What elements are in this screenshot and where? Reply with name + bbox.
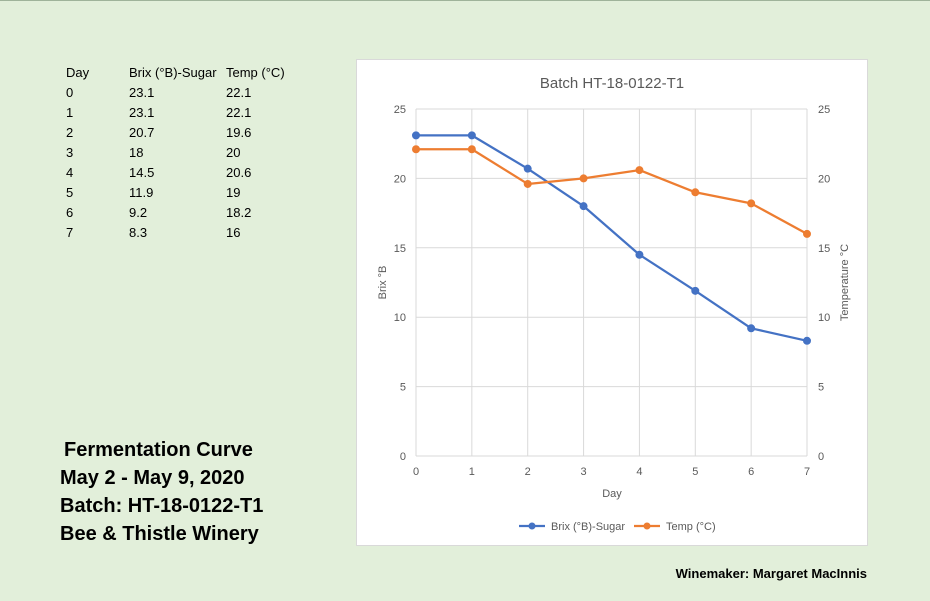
legend-swatch-marker	[643, 522, 651, 530]
cell-day: 6	[66, 204, 74, 220]
table-row: 0 23.1 22.1	[60, 82, 306, 102]
cell-temp: 19.6	[226, 124, 252, 140]
y-tick-label: 25	[394, 104, 406, 116]
series-line-0	[414, 134, 809, 342]
cell-temp: 22.1	[226, 104, 252, 120]
data-point	[412, 145, 420, 154]
winemaker-credit: Winemaker: Margaret MacInnis	[675, 566, 867, 581]
header-brix: Brix (°B)-Sugar	[129, 64, 217, 80]
info-title: Fermentation Curve	[64, 439, 253, 461]
x-tick-label: 6	[748, 466, 754, 478]
series-line-1	[414, 148, 809, 236]
data-point	[691, 286, 700, 295]
data-point	[747, 199, 756, 208]
legend-swatch-marker	[528, 522, 536, 530]
cell-brix: 9.2	[129, 204, 148, 220]
data-point	[803, 229, 811, 238]
x-tick-label: 1	[469, 466, 475, 478]
y2-tick-label: 15	[818, 243, 830, 255]
data-point	[412, 131, 420, 140]
y2-tick-label: 5	[818, 382, 824, 394]
info-dates: May 2 - May 9, 2020	[60, 467, 245, 489]
data-point	[635, 250, 644, 259]
y2-axis-label: Temperature °C	[839, 244, 851, 321]
table-row: 6 9.2 18.2	[60, 202, 306, 222]
cell-brix: 14.5	[129, 164, 155, 180]
x-tick-label: 5	[692, 466, 698, 478]
table-header-row: Day Brix (°B)-Sugar Temp (°C)	[60, 62, 306, 82]
y2-tick-label: 20	[818, 173, 830, 185]
x-tick-label: 0	[413, 466, 419, 478]
chart-title: Batch HT-18-0122-T1	[540, 75, 684, 92]
top-border	[0, 0, 930, 1]
data-point	[579, 174, 588, 183]
data-point	[579, 202, 588, 211]
y-tick-label: 15	[394, 243, 406, 255]
table-row: 2 20.7 19.6	[60, 122, 306, 142]
table-row: 7 8.3 16	[60, 222, 306, 242]
cell-temp: 16	[226, 224, 241, 240]
data-point	[467, 145, 476, 154]
y-tick-label: 0	[400, 451, 406, 463]
data-point	[635, 166, 644, 175]
cell-day: 5	[66, 184, 74, 200]
cell-day: 4	[66, 164, 74, 180]
cell-temp: 19	[226, 184, 241, 200]
cell-brix: 11.9	[129, 184, 154, 200]
header-day: Day	[66, 64, 90, 80]
cell-temp: 20	[226, 144, 241, 160]
cell-temp: 18.2	[226, 204, 252, 220]
table-row: 5 11.9 19	[60, 182, 306, 202]
cell-day: 7	[66, 224, 74, 240]
info-batch: Batch: HT-18-0122-T1	[60, 495, 264, 517]
y-tick-label: 5	[400, 382, 406, 394]
x-tick-label: 3	[581, 466, 587, 478]
data-point	[467, 131, 476, 140]
y2-tick-label: 25	[818, 104, 830, 116]
table-row: 3 18 20	[60, 142, 306, 162]
data-point	[747, 324, 756, 333]
header-temp: Temp (°C)	[226, 64, 285, 80]
x-tick-label: 2	[525, 466, 531, 478]
data-point	[523, 164, 532, 173]
chart-container: Batch HT-18-0122-T1 0 0 5 5 10 10 15 15 20 20 25 25 0…	[356, 59, 868, 546]
info-block: Fermentation Curve May 2 - May 9, 2020 B…	[60, 436, 263, 548]
cell-brix: 8.3	[129, 224, 148, 240]
x-axis-label: Day	[602, 488, 622, 500]
legend-label: Brix (°B)-Sugar	[551, 521, 625, 533]
cell-day: 1	[66, 104, 74, 120]
data-table: Day Brix (°B)-Sugar Temp (°C) 0 23.1 22.1 1…	[60, 62, 306, 242]
y-tick-label: 10	[394, 312, 406, 324]
cell-brix: 18	[129, 144, 144, 160]
cell-temp: 22.1	[226, 84, 252, 100]
data-point	[523, 179, 532, 188]
cell-brix: 23.1	[129, 104, 155, 120]
cell-day: 2	[66, 124, 74, 140]
data-point	[691, 188, 700, 197]
info-winery: Bee & Thistle Winery	[60, 523, 259, 545]
cell-brix: 23.1	[129, 84, 155, 100]
cell-temp: 20.6	[226, 164, 252, 180]
cell-brix: 20.7	[129, 124, 155, 140]
cell-day: 0	[66, 84, 74, 100]
table-body: Day Brix (°B)-Sugar Temp (°C) 0 23.1 22.1 1…	[60, 62, 306, 242]
x-tick-label: 4	[636, 466, 642, 478]
table-row: 1 23.1 22.1	[60, 102, 306, 122]
y2-tick-label: 0	[818, 451, 824, 463]
y2-tick-label: 10	[818, 312, 830, 324]
x-tick-label: 7	[804, 466, 810, 478]
y-axis-label: Brix °B	[377, 266, 389, 300]
legend-label: Temp (°C)	[666, 521, 716, 533]
y-tick-label: 20	[394, 173, 406, 185]
data-point	[803, 336, 811, 345]
cell-day: 3	[66, 144, 74, 160]
table-row: 4 14.5 20.6	[60, 162, 306, 182]
